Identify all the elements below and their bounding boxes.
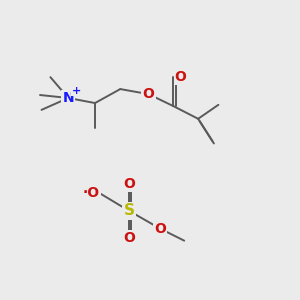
Text: O: O [142, 87, 154, 101]
Text: S: S [124, 203, 135, 218]
Text: O: O [154, 222, 166, 236]
Text: ·O: ·O [82, 186, 100, 200]
Text: +: + [72, 85, 81, 96]
Text: O: O [123, 231, 135, 245]
Text: N: N [62, 91, 74, 105]
Text: O: O [175, 70, 187, 84]
Text: O: O [123, 177, 135, 191]
